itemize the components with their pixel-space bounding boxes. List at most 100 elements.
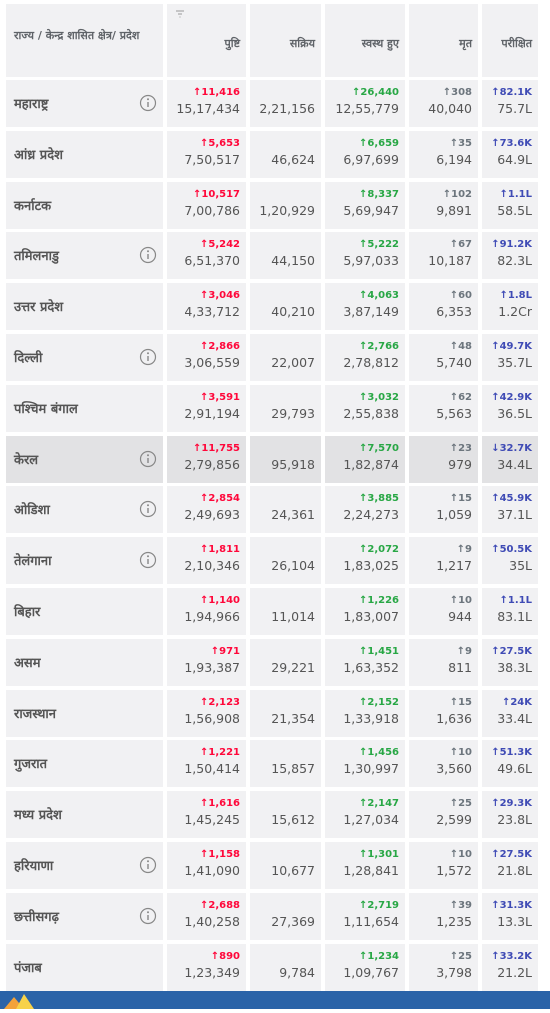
header-cell[interactable]: राज्य / केन्द्र शासित क्षेत्र/ प्रदेश (6, 4, 163, 77)
header-cell[interactable]: स्वस्थ हुए (325, 4, 405, 77)
state-cell[interactable]: बिहार (6, 588, 163, 635)
data-cell: ↑1,221 1,50,414 (167, 740, 246, 788)
delta-value: ↑5,222 (358, 239, 399, 251)
data-cell: ↑35 6,194 (409, 130, 478, 178)
delta-value: ↑15 (449, 493, 472, 505)
data-cell: ↑7,570 1,82,874 (325, 435, 405, 483)
data-cell: ↑1,616 1,45,245 (167, 791, 246, 839)
total-value: 2,79,856 (184, 456, 240, 472)
data-cell: ↑10 1,572 (409, 842, 478, 889)
info-icon[interactable] (139, 348, 157, 366)
header-label: पुष्टि (224, 37, 240, 50)
delta-value: ↑9 (456, 544, 472, 556)
delta-value: ↑25 (449, 950, 472, 962)
data-cell: 24,361 (250, 486, 321, 534)
data-cell: ↑2,147 1,27,034 (325, 791, 405, 839)
delta-value: ↑31.3K (491, 899, 532, 911)
info-icon[interactable] (139, 551, 157, 569)
delta-value: ↑1.1L (499, 188, 532, 200)
delta-value: ↑2,688 (199, 899, 240, 911)
state-cell[interactable]: केरल (6, 435, 163, 483)
delta-value: ↑3,032 (358, 391, 399, 403)
data-cell: ↑45.9K 37.1L (482, 486, 538, 534)
state-cell[interactable]: दिल्ली (6, 334, 163, 381)
total-value: 1,09,767 (343, 964, 399, 980)
total-value: 5,563 (436, 405, 472, 421)
state-cell[interactable]: महाराष्ट्र (6, 80, 163, 127)
state-cell[interactable]: उत्तर प्रदेश (6, 283, 163, 331)
state-name: पश्चिम बंगाल (14, 401, 78, 417)
data-cell: ↑1,158 1,41,090 (167, 842, 246, 889)
delta-value: ↑5,242 (199, 239, 240, 251)
info-icon[interactable] (139, 94, 157, 112)
delta-value: ↑50.5K (491, 544, 532, 556)
delta-value: ↑1,221 (199, 747, 240, 759)
state-cell[interactable]: कर्नाटक (6, 181, 163, 229)
total-value: 21.2L (497, 964, 532, 980)
state-name: हरियाणा (14, 859, 54, 874)
delta-value: ↑27.5K (491, 849, 532, 860)
total-value: 38.3L (497, 659, 532, 675)
delta-value: ↑3,591 (199, 391, 240, 403)
state-cell[interactable]: राजस्थान (6, 689, 163, 737)
state-cell[interactable]: असम (6, 638, 163, 686)
delta-value: ↑35 (449, 137, 472, 149)
header-cell[interactable]: सक्रिय (250, 4, 321, 77)
total-value: 35.7L (497, 355, 532, 370)
delta-value: ↑8,337 (358, 188, 399, 200)
data-cell: 11,014 (250, 588, 321, 635)
state-cell[interactable]: पंजाब (6, 943, 163, 991)
state-cell[interactable]: मध्य प्रदेश (6, 791, 163, 839)
data-cell: 26,104 (250, 537, 321, 585)
delta-value: ↑6,659 (358, 137, 399, 149)
delta-value: ↑10,517 (193, 188, 240, 200)
total-value: 3,87,149 (343, 304, 399, 320)
data-cell: 2,21,156 (250, 80, 321, 127)
sort-icon[interactable] (175, 10, 185, 18)
delta-value: ↑45.9K (491, 493, 532, 505)
data-cell: ↑1,456 1,30,997 (325, 740, 405, 788)
data-cell: ↑2,072 1,83,025 (325, 537, 405, 585)
total-value: 5,740 (436, 355, 472, 370)
delta-value: ↑26,440 (352, 87, 399, 98)
data-cell: 46,624 (250, 130, 321, 178)
info-icon[interactable] (139, 246, 157, 264)
state-cell[interactable]: तमिलनाडु (6, 232, 163, 280)
data-cell: ↑3,046 4,33,712 (167, 283, 246, 331)
delta-value: ↑308 (442, 87, 472, 98)
total-value: 7,00,786 (184, 202, 240, 218)
total-value: 1,217 (436, 558, 472, 574)
data-cell: ↑67 10,187 (409, 232, 478, 280)
total-value: 1,20,929 (259, 202, 315, 218)
info-icon[interactable] (139, 450, 157, 468)
state-cell[interactable]: तेलंगाना (6, 537, 163, 585)
state-cell[interactable]: आंध्र प्रदेश (6, 130, 163, 178)
header-label: राज्य / केन्द्र शासित क्षेत्र/ प्रदेश (14, 29, 140, 42)
state-cell[interactable]: ओडिशा (6, 486, 163, 534)
info-icon[interactable] (139, 907, 157, 925)
data-cell: ↑91.2K 82.3L (482, 232, 538, 280)
state-cell[interactable]: पश्चिम बंगाल (6, 384, 163, 432)
state-name: मध्य प्रदेश (14, 808, 62, 824)
delta-value: ↑2,719 (358, 899, 399, 911)
info-icon[interactable] (139, 500, 157, 518)
header-cell[interactable]: परीक्षित (482, 4, 538, 77)
header-cell[interactable]: मृत (409, 4, 478, 77)
state-cell[interactable]: गुजरात (6, 740, 163, 788)
header-cell[interactable]: पुष्टि (167, 4, 246, 77)
data-cell: 44,150 (250, 232, 321, 280)
data-cell: ↑4,063 3,87,149 (325, 283, 405, 331)
state-cell[interactable]: छत्तीसगढ़ (6, 892, 163, 940)
state-name: केरल (14, 452, 39, 468)
state-cell[interactable]: हरियाणा (6, 842, 163, 889)
total-value: 2,55,838 (343, 405, 399, 421)
data-cell: ↑73.6K 64.9L (482, 130, 538, 178)
state-name: असम (14, 655, 41, 671)
total-value: 13.3L (497, 913, 532, 929)
state-name: छत्तीसगढ़ (14, 909, 59, 925)
total-value: 1,572 (436, 863, 472, 878)
data-cell: ↑2,152 1,33,918 (325, 689, 405, 737)
info-icon[interactable] (139, 856, 157, 874)
total-value: 2,49,693 (184, 507, 240, 523)
